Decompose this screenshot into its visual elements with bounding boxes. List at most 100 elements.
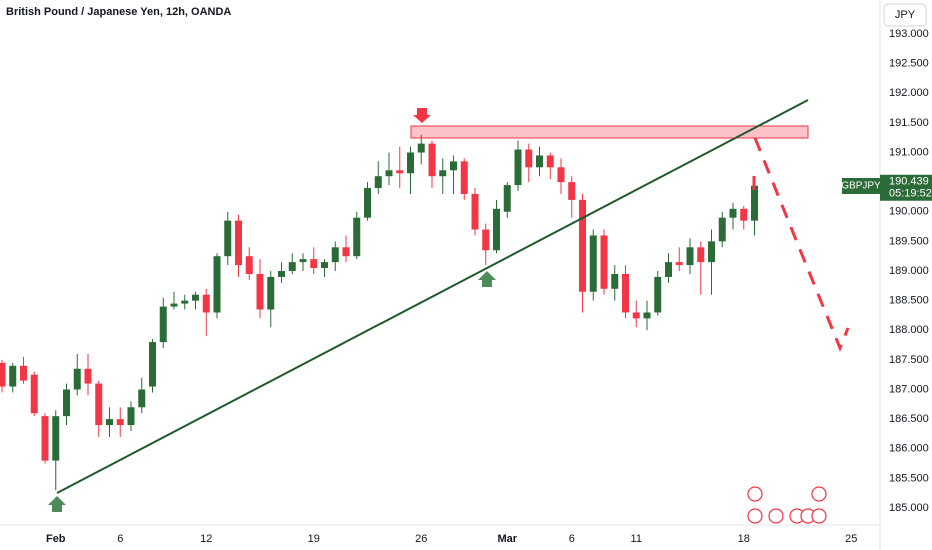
y-tick-label: 187.000 — [889, 383, 929, 395]
candle-body — [245, 256, 253, 274]
candle-body — [267, 276, 275, 310]
y-tick-label: 191.000 — [889, 146, 929, 158]
x-tick-label: 26 — [415, 533, 427, 545]
countdown: 05:19:52 — [889, 188, 932, 200]
x-tick-label: Mar — [497, 533, 517, 545]
y-tick-label: 186.500 — [889, 413, 929, 425]
event-icon — [747, 486, 763, 502]
candle-body — [138, 389, 146, 408]
candle-body — [52, 416, 60, 461]
candle-body — [288, 262, 296, 272]
x-tick-label: 6 — [569, 533, 575, 545]
candle-body — [73, 368, 81, 390]
candle-body — [493, 208, 500, 251]
candle-body — [514, 149, 522, 186]
candle-body — [450, 161, 457, 171]
last-price: 190.439 — [889, 176, 929, 188]
y-tick-label: 186.000 — [889, 443, 929, 455]
price-tag — [880, 174, 932, 201]
candle-body — [697, 247, 705, 263]
candle-body — [611, 273, 619, 289]
candle-body — [299, 259, 307, 263]
candle-body — [417, 143, 425, 153]
candle-body — [106, 419, 113, 426]
candle-body — [364, 188, 371, 218]
candle-body — [63, 389, 70, 417]
y-tick-label: 187.500 — [889, 354, 929, 366]
candle-body — [708, 241, 715, 263]
candle-body — [9, 365, 17, 387]
candle-body — [342, 247, 350, 257]
candle-body — [84, 368, 92, 384]
candle-body — [278, 271, 285, 277]
candle-body — [589, 235, 597, 292]
candle-body — [622, 273, 629, 313]
x-tick-label: 6 — [117, 533, 123, 545]
candle-body — [460, 161, 468, 194]
y-tick-label: 192.000 — [889, 87, 929, 99]
candle-body — [718, 217, 726, 242]
candle-body — [729, 208, 737, 218]
candle-body — [0, 362, 6, 387]
candle-body — [331, 247, 339, 263]
candle-body — [643, 312, 651, 319]
candle-body — [428, 143, 436, 177]
x-tick-label: Feb — [46, 533, 66, 545]
symbol-label: GBPJPY — [841, 181, 881, 192]
candle-body — [256, 273, 264, 310]
event-icon — [811, 486, 827, 502]
event-icons — [747, 486, 827, 524]
candle-body — [224, 220, 232, 257]
candle-body — [675, 262, 683, 266]
x-tick-label: 12 — [200, 533, 212, 545]
candle-body — [600, 235, 608, 289]
currency-label[interactable]: JPY — [895, 9, 916, 21]
candle-body — [20, 365, 27, 381]
candle-body — [235, 220, 242, 266]
currency-button[interactable] — [883, 3, 927, 27]
down-arrow — [413, 108, 431, 123]
candle-body — [686, 247, 694, 266]
y-tick-label: 190.000 — [889, 206, 929, 218]
resistance-zone — [410, 125, 809, 139]
y-tick-label: 193.000 — [889, 28, 929, 40]
candle-body — [751, 185, 758, 221]
chart-title: British Pound / Japanese Yen, 12h, OANDA — [6, 6, 231, 18]
candle-body — [482, 229, 490, 251]
candle-body — [95, 383, 103, 426]
candle-body — [170, 303, 178, 307]
candle-body — [213, 256, 221, 313]
candle-body — [116, 419, 124, 426]
y-tick-label: 188.500 — [889, 295, 929, 307]
event-icon — [768, 508, 784, 524]
candle-body — [568, 182, 576, 200]
candle-body — [579, 199, 586, 292]
candle-body — [310, 259, 318, 269]
candle-body — [181, 300, 189, 304]
candle-body — [503, 185, 511, 212]
candle-body — [353, 217, 361, 257]
candle-body — [41, 416, 49, 461]
y-tick-label: 189.500 — [889, 235, 929, 247]
candle-body — [159, 306, 167, 343]
candle-body — [525, 149, 533, 168]
candle-body — [471, 193, 479, 230]
candle-body — [30, 374, 38, 414]
y-tick-label: 188.000 — [889, 324, 929, 336]
candle-body — [740, 208, 748, 221]
candle-body — [654, 276, 662, 313]
trend-line — [56, 99, 809, 494]
candle-body — [385, 170, 393, 177]
y-tick-label: 192.500 — [889, 58, 929, 70]
candle-body — [192, 294, 199, 301]
candle-body — [396, 170, 404, 174]
candle-body — [149, 342, 156, 387]
candle-body — [374, 176, 382, 189]
symbol-tag — [842, 178, 880, 194]
candle-body — [632, 312, 640, 319]
y-tick-label: 189.000 — [889, 265, 929, 277]
candle-body — [546, 155, 554, 168]
candle-body — [321, 262, 328, 269]
